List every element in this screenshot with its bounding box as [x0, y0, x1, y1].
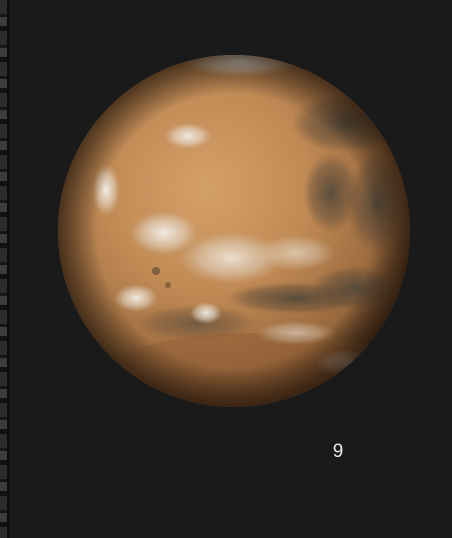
- page-number: 9: [332, 441, 344, 462]
- mars-globe-icon: [56, 53, 412, 409]
- page-edge-strip: [0, 0, 9, 538]
